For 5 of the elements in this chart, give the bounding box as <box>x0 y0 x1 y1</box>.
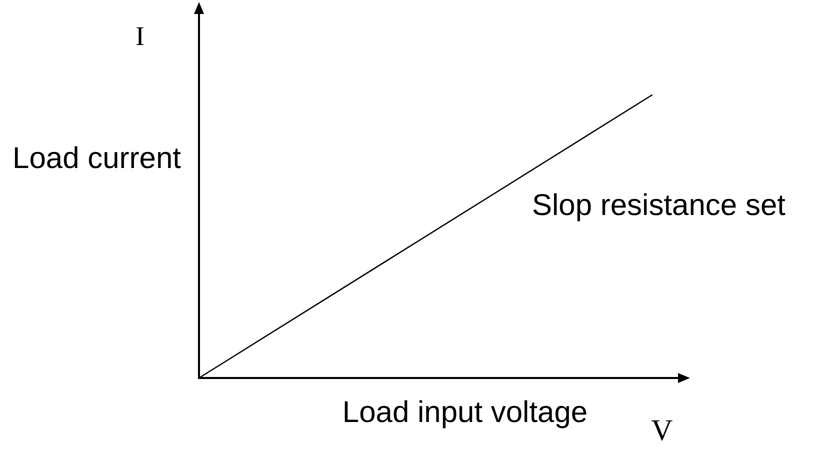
text: V <box>651 414 674 447</box>
annotation: Slop resistance set <box>532 189 786 222</box>
text: I <box>136 21 144 51</box>
x-axis-title: Load input voltage <box>342 396 588 429</box>
y-axis-title: Load current <box>12 142 182 175</box>
